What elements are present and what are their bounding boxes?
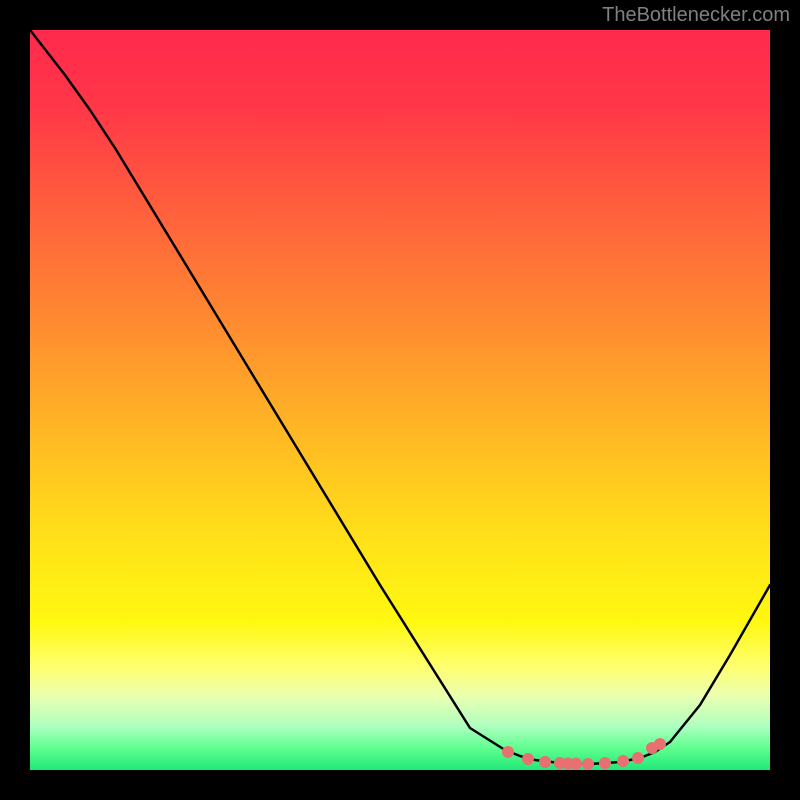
curve-layer [30,30,770,770]
plot-area [30,30,770,770]
curve-marker [599,757,611,769]
curve-marker [522,753,534,765]
marker-group [502,738,666,770]
curve-marker [539,756,551,768]
curve-marker [617,755,629,767]
curve-marker [654,738,666,750]
watermark-text: TheBottlenecker.com [602,4,790,27]
curve-marker [502,746,514,758]
curve-marker [632,752,644,764]
curve-marker [582,758,594,770]
bottleneck-curve [30,30,770,764]
curve-marker [570,758,582,770]
